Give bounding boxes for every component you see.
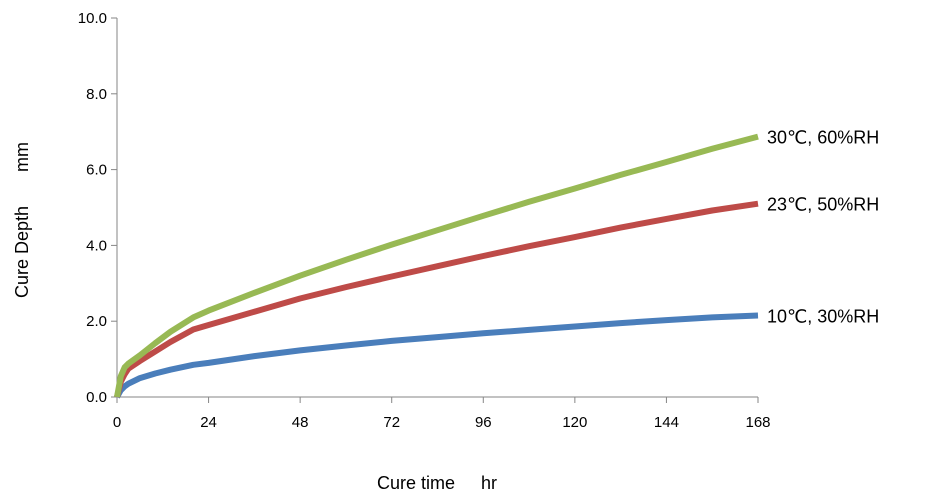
x-tick-label: 48	[292, 414, 309, 431]
x-tick-label: 168	[745, 414, 770, 431]
series-line	[114, 200, 759, 398]
y-tick-label: 6.0	[86, 162, 107, 179]
x-tick-label: 24	[200, 414, 217, 431]
x-tick-label: 96	[475, 414, 492, 431]
x-tick-label: 72	[383, 414, 400, 431]
x-tick-label: 120	[562, 414, 587, 431]
x-tick-label: 144	[654, 414, 679, 431]
series-line	[114, 133, 759, 398]
y-tick-label: 0.0	[86, 389, 107, 406]
x-tick-label: 0	[113, 414, 121, 431]
y-axis-unit: mm	[12, 142, 32, 172]
series-line	[114, 312, 759, 399]
y-tick-label: 10.0	[78, 10, 107, 27]
y-tick-label: 8.0	[86, 86, 107, 103]
series-label: 30℃, 60%RH	[767, 128, 879, 148]
x-axis-title: Cure time	[377, 473, 455, 493]
y-tick-label: 4.0	[86, 237, 107, 254]
x-axis-unit: hr	[481, 473, 497, 493]
y-tick-label: 2.0	[86, 313, 107, 330]
series-label: 10℃, 30%RH	[767, 307, 879, 327]
y-axis-title: Cure Depth	[12, 206, 32, 298]
series-label: 23℃, 50%RH	[767, 195, 879, 215]
